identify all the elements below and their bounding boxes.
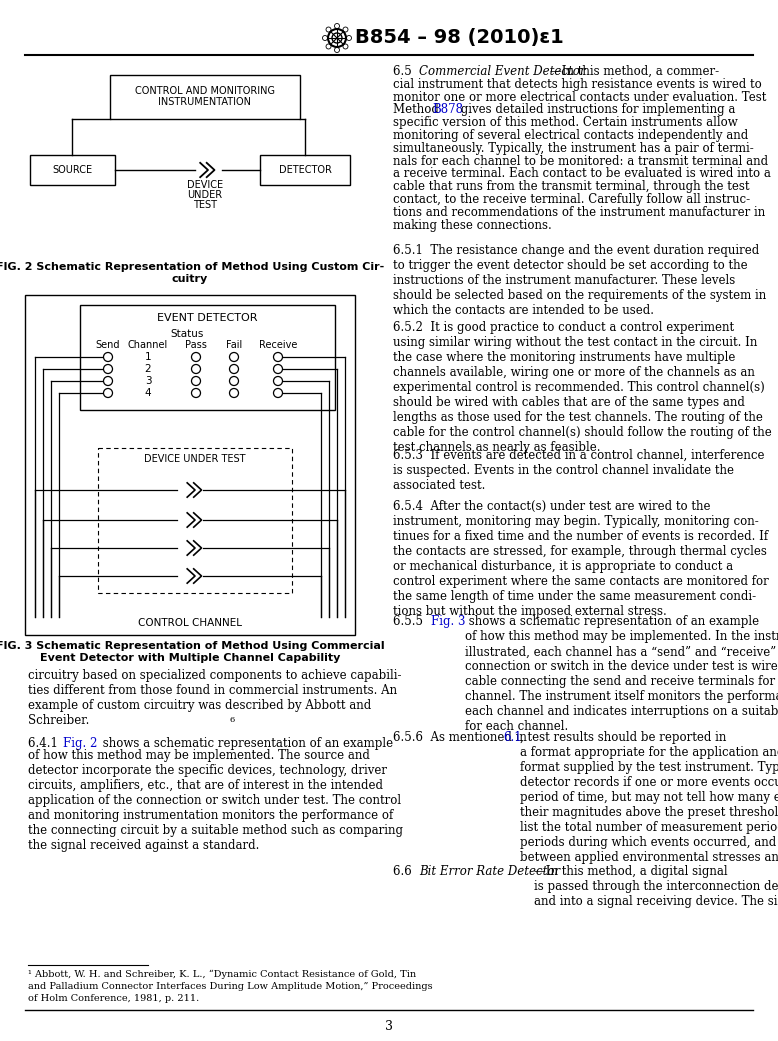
Ellipse shape <box>343 44 348 49</box>
Ellipse shape <box>230 364 239 374</box>
Text: DETECTOR: DETECTOR <box>279 166 331 175</box>
Ellipse shape <box>230 388 239 398</box>
Bar <box>25 295 355 635</box>
Text: specific version of this method. Certain instruments allow: specific version of this method. Certain… <box>393 117 738 129</box>
Text: shows a schematic representation of an example
of how this method may be impleme: shows a schematic representation of an e… <box>465 615 778 734</box>
Ellipse shape <box>230 353 239 361</box>
Text: tions and recommendations of the instrument manufacturer in: tions and recommendations of the instrum… <box>393 206 766 219</box>
Ellipse shape <box>103 353 113 361</box>
Text: 6.5.6  As mentioned in: 6.5.6 As mentioned in <box>393 731 531 743</box>
Text: 6.5.4  After the contact(s) under test are wired to the
instrument, monitoring m: 6.5.4 After the contact(s) under test ar… <box>393 500 769 618</box>
Text: Send: Send <box>96 340 121 350</box>
Text: of Holm Conference, 1981, p. 211.: of Holm Conference, 1981, p. 211. <box>28 994 199 1002</box>
Text: Bit Error Rate Detector: Bit Error Rate Detector <box>419 865 560 878</box>
Text: DEVICE UNDER TEST: DEVICE UNDER TEST <box>144 454 246 464</box>
Text: EVENT DETECTOR: EVENT DETECTOR <box>157 313 258 323</box>
Ellipse shape <box>323 35 328 41</box>
Ellipse shape <box>103 377 113 385</box>
Text: nals for each channel to be monitored: a transmit terminal and: nals for each channel to be monitored: a… <box>393 155 768 168</box>
Ellipse shape <box>326 44 331 49</box>
Text: 1: 1 <box>145 352 151 362</box>
Text: , test results should be reported in
a format appropriate for the application an: , test results should be reported in a f… <box>520 731 778 864</box>
Text: shows a schematic representation of an example: shows a schematic representation of an e… <box>99 737 393 750</box>
Text: DEVICE: DEVICE <box>187 180 223 191</box>
Ellipse shape <box>103 364 113 374</box>
Text: 6.6: 6.6 <box>393 865 419 878</box>
Ellipse shape <box>274 377 282 385</box>
Text: and Palladium Connector Interfaces During Low Amplitude Motion,” Proceedings: and Palladium Connector Interfaces Durin… <box>28 982 433 991</box>
Text: B854 – 98 (2010)ε1: B854 – 98 (2010)ε1 <box>355 28 564 48</box>
Text: SOURCE: SOURCE <box>52 166 93 175</box>
Text: INSTRUMENTATION: INSTRUMENTATION <box>159 97 251 107</box>
Text: Status: Status <box>171 329 204 339</box>
Text: UNDER: UNDER <box>187 191 223 200</box>
Text: a receive terminal. Each contact to be evaluated is wired into a: a receive terminal. Each contact to be e… <box>393 168 771 180</box>
Text: CONTROL CHANNEL: CONTROL CHANNEL <box>138 618 242 628</box>
Ellipse shape <box>191 388 201 398</box>
Text: cuitry: cuitry <box>172 274 209 284</box>
Text: 6.5.3  If events are detected in a control channel, interference
is suspected. E: 6.5.3 If events are detected in a contro… <box>393 449 765 492</box>
Text: Receive: Receive <box>259 340 297 350</box>
Text: 3: 3 <box>145 376 151 386</box>
Text: Channel: Channel <box>128 340 168 350</box>
Text: monitor one or more electrical contacts under evaluation. Test: monitor one or more electrical contacts … <box>393 91 766 104</box>
Ellipse shape <box>191 377 201 385</box>
Bar <box>80 305 335 410</box>
Text: B878: B878 <box>432 103 463 117</box>
Text: 2: 2 <box>145 364 151 374</box>
Bar <box>110 75 300 119</box>
Text: 6.5.1  The resistance change and the event duration required
to trigger the even: 6.5.1 The resistance change and the even… <box>393 245 766 318</box>
Text: circuitry based on specialized components to achieve capabili-
ties different fr: circuitry based on specialized component… <box>28 669 401 727</box>
Text: cial instrument that detects high resistance events is wired to: cial instrument that detects high resist… <box>393 78 762 91</box>
Text: making these connections.: making these connections. <box>393 219 552 231</box>
Text: —In this method, a digital signal
is passed through the interconnection device u: —In this method, a digital signal is pas… <box>534 865 778 908</box>
Text: —In this method, a commer-: —In this method, a commer- <box>550 65 719 78</box>
Text: CONTROL AND MONITORING: CONTROL AND MONITORING <box>135 86 275 96</box>
Text: 6.5: 6.5 <box>393 65 419 78</box>
Ellipse shape <box>335 24 339 28</box>
Text: of how this method may be implemented. The source and
detector incorporate the s: of how this method may be implemented. T… <box>28 750 403 852</box>
Text: ¹ Abbott, W. H. and Schreiber, K. L., “Dynamic Contact Resistance of Gold, Tin: ¹ Abbott, W. H. and Schreiber, K. L., “D… <box>28 970 416 980</box>
Ellipse shape <box>274 388 282 398</box>
Text: 3: 3 <box>385 1020 393 1033</box>
Ellipse shape <box>191 353 201 361</box>
Ellipse shape <box>326 27 331 32</box>
Text: FIG. 2 Schematic Representation of Method Using Custom Cir-: FIG. 2 Schematic Representation of Metho… <box>0 262 384 272</box>
Text: contact, to the receive terminal. Carefully follow all instruc-: contact, to the receive terminal. Carefu… <box>393 193 750 206</box>
Ellipse shape <box>346 35 352 41</box>
Ellipse shape <box>230 377 239 385</box>
Ellipse shape <box>191 364 201 374</box>
Ellipse shape <box>274 353 282 361</box>
Text: 6.5.2  It is good practice to conduct a control experiment
using similar wiring : 6.5.2 It is good practice to conduct a c… <box>393 321 772 454</box>
Text: 6.1: 6.1 <box>503 731 521 743</box>
Text: monitoring of several electrical contacts independently and: monitoring of several electrical contact… <box>393 129 748 142</box>
Bar <box>260 155 350 185</box>
Text: Fig. 2: Fig. 2 <box>63 737 97 750</box>
Text: 4: 4 <box>145 388 151 398</box>
Ellipse shape <box>335 48 339 52</box>
Ellipse shape <box>274 364 282 374</box>
Text: Method: Method <box>393 103 443 117</box>
Ellipse shape <box>343 27 348 32</box>
Text: Fail: Fail <box>226 340 242 350</box>
Text: simultaneously. Typically, the instrument has a pair of termi-: simultaneously. Typically, the instrumen… <box>393 142 754 155</box>
Text: 6.4.1: 6.4.1 <box>28 737 65 750</box>
Ellipse shape <box>103 388 113 398</box>
Text: gives detailed instructions for implementing a: gives detailed instructions for implemen… <box>457 103 735 117</box>
Text: 6.5.5: 6.5.5 <box>393 615 430 629</box>
Text: FIG. 3 Schematic Representation of Method Using Commercial: FIG. 3 Schematic Representation of Metho… <box>0 641 384 651</box>
Text: Fig. 3: Fig. 3 <box>431 615 465 629</box>
Text: Pass: Pass <box>185 340 207 350</box>
Bar <box>98 448 292 593</box>
Bar <box>30 155 115 185</box>
Text: 6: 6 <box>230 716 235 723</box>
Text: Event Detector with Multiple Channel Capability: Event Detector with Multiple Channel Cap… <box>40 653 340 663</box>
Text: Commercial Event Detector: Commercial Event Detector <box>419 65 586 78</box>
Text: TEST: TEST <box>193 200 217 210</box>
Text: cable that runs from the transmit terminal, through the test: cable that runs from the transmit termin… <box>393 180 749 194</box>
